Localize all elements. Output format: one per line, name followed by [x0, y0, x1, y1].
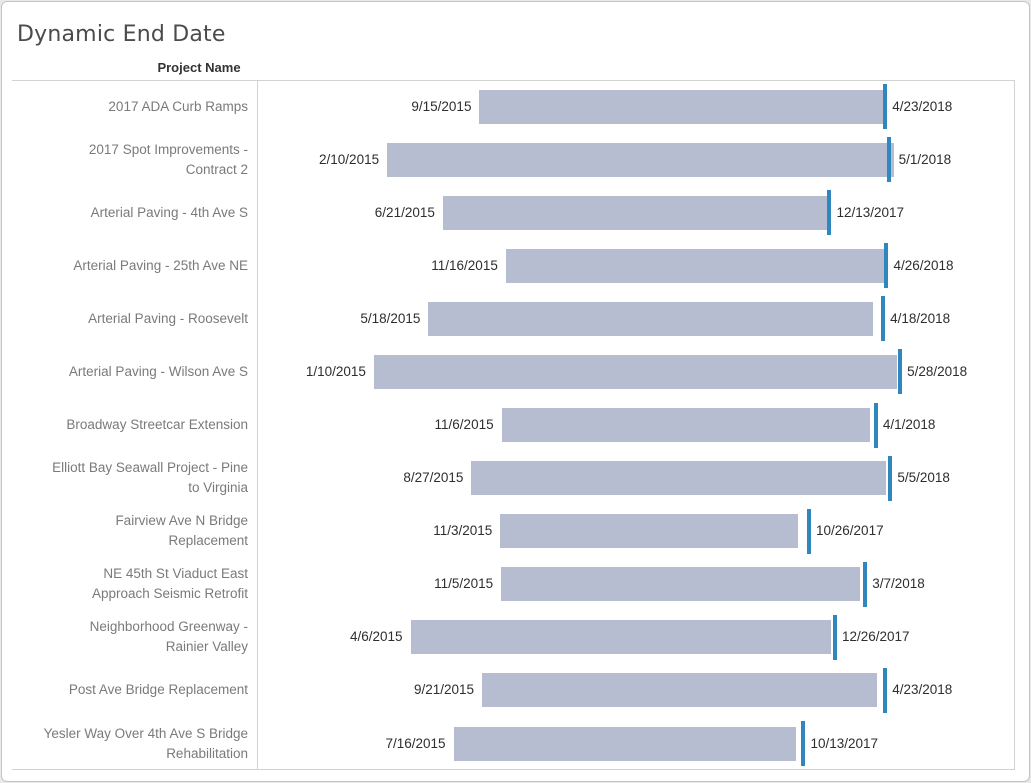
end-date-label: 12/26/2017 [841, 629, 910, 645]
project-name-label[interactable]: Elliott Bay Seawall Project - Pine to Vir… [52, 460, 248, 496]
end-date-label: 5/5/2018 [897, 470, 950, 486]
end-date-label: 5/28/2018 [907, 363, 968, 379]
project-name-column-header[interactable]: Project Name [157, 60, 241, 75]
pane-border-bottom [12, 769, 1015, 770]
project-name-label[interactable]: Yesler Way Over 4th Ave S Bridge Rehabili… [43, 725, 248, 761]
gantt-bar[interactable] [453, 726, 796, 761]
end-date-label: 10/26/2017 [816, 523, 884, 539]
project-name-label[interactable]: Fairview Ave N Bridge Replacement [115, 513, 248, 549]
project-name-label[interactable]: Arterial Paving - 25th Ave NE [73, 257, 248, 273]
pane-border-top [12, 80, 1015, 81]
gantt-bar[interactable] [501, 567, 860, 602]
start-date-label: 4/6/2015 [349, 629, 403, 645]
end-date-label: 4/1/2018 [882, 417, 936, 433]
gantt-bar[interactable] [387, 142, 894, 177]
project-name-label[interactable]: Neighborhood Greenway - Rainier Valley [89, 619, 248, 655]
start-date-label: 11/3/2015 [433, 523, 493, 539]
start-date-label: 1/10/2015 [305, 363, 366, 379]
chart-title: Dynamic End Date [17, 22, 226, 47]
end-date-label: 3/7/2018 [872, 576, 925, 592]
pane-border-right [1014, 80, 1015, 770]
project-name-label[interactable]: Broadway Streetcar Extension [66, 417, 248, 433]
project-name-label[interactable]: 2017 Spot Improvements - Contract 2 [88, 141, 248, 177]
end-date-tick[interactable] [888, 455, 893, 501]
end-date-tick[interactable] [883, 84, 888, 130]
gantt-bar[interactable] [482, 673, 878, 708]
end-date-tick[interactable] [898, 349, 903, 395]
gantt-bar[interactable] [373, 354, 897, 389]
project-name-label[interactable]: 2017 ADA Curb Ramps [108, 98, 248, 114]
end-date-label: 4/26/2018 [893, 257, 954, 273]
end-date-tick[interactable] [863, 561, 868, 607]
end-date-tick[interactable] [827, 190, 832, 236]
row-header-divider [257, 80, 258, 770]
project-name-label[interactable]: Arterial Paving - 4th Ave S [90, 204, 248, 220]
end-date-tick[interactable] [883, 667, 888, 713]
start-date-label: 11/6/2015 [434, 417, 494, 433]
end-date-tick[interactable] [881, 296, 886, 342]
gantt-bar[interactable] [500, 514, 798, 549]
gantt-bar[interactable] [501, 408, 870, 443]
end-date-label: 4/23/2018 [892, 98, 953, 114]
end-date-label: 10/13/2017 [810, 735, 879, 751]
end-date-tick[interactable] [884, 243, 889, 289]
start-date-label: 11/5/2015 [434, 576, 494, 592]
end-date-tick[interactable] [873, 402, 878, 448]
start-date-label: 9/21/2015 [413, 682, 475, 698]
start-date-label: 11/16/2015 [431, 257, 498, 273]
gantt-bar[interactable] [410, 620, 831, 655]
start-date-label: 8/27/2015 [403, 470, 464, 486]
end-date-tick[interactable] [886, 137, 891, 183]
project-name-label[interactable]: NE 45th St Viaduct East Approach Seismic … [91, 566, 248, 602]
gantt-bar[interactable] [505, 248, 886, 283]
start-date-label: 2/10/2015 [319, 151, 380, 167]
gantt-bar[interactable] [479, 89, 885, 124]
start-date-label: 6/21/2015 [374, 204, 435, 220]
project-name-label[interactable]: Arterial Paving - Wilson Ave S [68, 363, 248, 379]
project-name-label[interactable]: Post Ave Bridge Replacement [68, 682, 248, 698]
end-date-tick[interactable] [807, 508, 812, 554]
start-date-label: 5/18/2015 [360, 310, 421, 326]
end-date-label: 4/18/2018 [890, 310, 951, 326]
start-date-label: 7/16/2015 [385, 735, 446, 751]
end-date-label: 12/13/2017 [836, 204, 905, 220]
project-name-label[interactable]: Arterial Paving - Roosevelt [88, 310, 248, 326]
start-date-label: 9/15/2015 [411, 98, 472, 114]
end-date-tick[interactable] [801, 721, 806, 766]
gantt-bar[interactable] [442, 195, 832, 230]
end-date-label: 5/1/2018 [898, 151, 952, 167]
end-date-tick[interactable] [832, 614, 837, 660]
gantt-bar[interactable] [428, 301, 874, 336]
end-date-label: 4/23/2018 [892, 682, 953, 698]
gantt-bar[interactable] [471, 461, 887, 496]
